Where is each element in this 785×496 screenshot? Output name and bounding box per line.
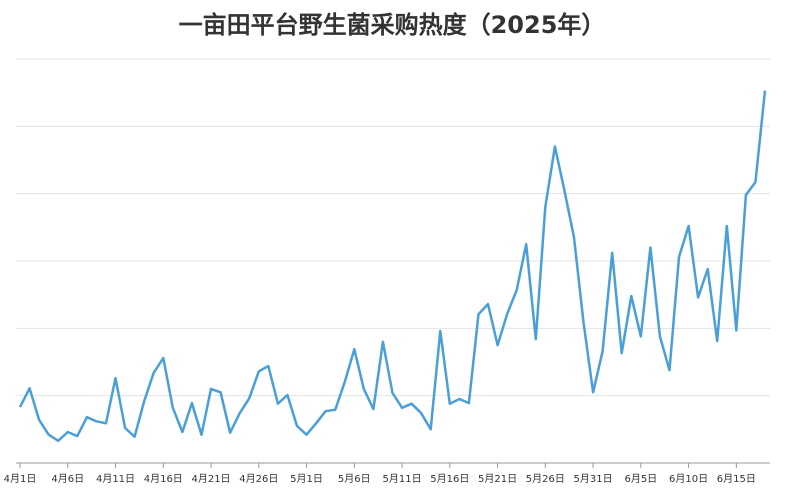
- x-tick-label: 5月21日: [478, 473, 517, 485]
- x-tick-label: 4月6日: [51, 473, 84, 485]
- x-tick-label: 5月16日: [430, 473, 469, 485]
- chart-title: 一亩田平台野生菌采购热度（2025年）: [179, 11, 606, 39]
- x-tick-label: 4月11日: [96, 473, 135, 485]
- x-tick-label: 6月10日: [669, 473, 708, 485]
- x-tick-label: 4月1日: [4, 473, 37, 485]
- x-tick-label: 6月5日: [624, 473, 657, 485]
- x-tick-label: 5月6日: [338, 473, 371, 485]
- x-tick-label: 4月26日: [239, 473, 278, 485]
- data-line: [18, 90, 767, 443]
- x-tick-label: 6月15日: [717, 473, 756, 485]
- x-tick-label: 4月21日: [191, 473, 230, 485]
- x-tick-label: 5月31日: [574, 473, 613, 485]
- x-tick-label: 5月1日: [290, 473, 323, 485]
- x-tick-label: 4月16日: [144, 473, 183, 485]
- x-tick-label: 5月26日: [526, 473, 565, 485]
- x-tick-label: 5月11日: [383, 473, 422, 485]
